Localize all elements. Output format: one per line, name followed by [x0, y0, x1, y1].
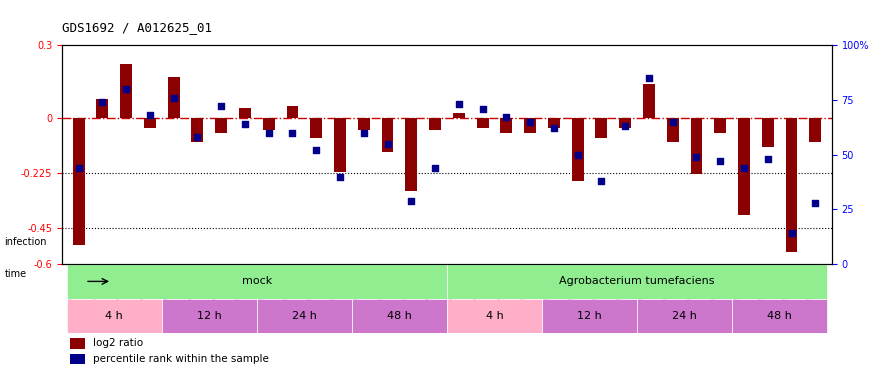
Point [808, 200, 822, 206]
Point [96, 99, 110, 105]
Text: 24 h: 24 h [672, 311, 697, 321]
Point [571, 152, 585, 157]
FancyBboxPatch shape [162, 298, 257, 333]
Text: percentile rank within the sample: percentile rank within the sample [93, 354, 269, 364]
Bar [120, 64, 132, 118]
Text: time: time [4, 269, 27, 279]
Point [737, 165, 751, 171]
Text: 4 h: 4 h [486, 311, 504, 321]
FancyBboxPatch shape [447, 298, 542, 333]
FancyBboxPatch shape [257, 298, 352, 333]
Bar [762, 118, 773, 147]
Point [285, 130, 299, 136]
Text: Agrobacterium tumefaciens: Agrobacterium tumefaciens [559, 276, 715, 286]
Text: infection: infection [4, 237, 47, 247]
Point [595, 178, 609, 184]
Bar [73, 118, 85, 245]
Point [190, 134, 204, 140]
FancyBboxPatch shape [66, 264, 447, 298]
Bar [714, 118, 727, 133]
Bar [453, 113, 465, 118]
Point [475, 105, 489, 111]
Point [784, 231, 798, 237]
Bar [191, 118, 204, 142]
Point [761, 156, 775, 162]
Bar [334, 118, 346, 172]
Point [309, 147, 323, 153]
Point [404, 198, 419, 204]
Bar [311, 118, 322, 138]
Bar [666, 118, 679, 142]
Point [499, 114, 513, 120]
Bar [809, 118, 821, 142]
FancyBboxPatch shape [732, 298, 827, 333]
Point [119, 86, 134, 92]
Point [451, 101, 466, 107]
Bar [167, 76, 180, 118]
Text: 4 h: 4 h [105, 311, 123, 321]
Bar [70, 338, 85, 348]
FancyBboxPatch shape [66, 298, 162, 333]
Bar [500, 118, 512, 133]
Text: 24 h: 24 h [292, 311, 317, 321]
Point [713, 158, 727, 164]
Text: 48 h: 48 h [387, 311, 412, 321]
Text: GDS1692 / A012625_01: GDS1692 / A012625_01 [62, 21, 212, 34]
Bar [620, 118, 631, 128]
Point [72, 165, 86, 171]
FancyBboxPatch shape [542, 298, 637, 333]
Bar [596, 118, 607, 138]
Bar [381, 118, 394, 152]
Bar [70, 354, 85, 364]
FancyBboxPatch shape [447, 264, 827, 298]
Bar [643, 84, 655, 118]
Bar [144, 118, 156, 128]
Point [642, 75, 656, 81]
Point [547, 125, 561, 131]
Point [262, 130, 276, 136]
Bar [239, 108, 250, 118]
Point [357, 130, 371, 136]
Bar [690, 118, 703, 174]
Point [381, 141, 395, 147]
Point [238, 121, 252, 127]
Bar [429, 118, 441, 130]
Point [689, 154, 704, 160]
Text: log2 ratio: log2 ratio [93, 338, 142, 348]
Bar [287, 106, 298, 118]
Point [142, 112, 157, 118]
Bar [405, 118, 417, 191]
Text: 12 h: 12 h [577, 311, 602, 321]
Bar [786, 118, 797, 252]
Text: mock: mock [242, 276, 272, 286]
Bar [738, 118, 750, 216]
Point [333, 174, 347, 180]
Bar [572, 118, 583, 182]
Point [428, 165, 442, 171]
FancyBboxPatch shape [352, 298, 447, 333]
Bar [263, 118, 274, 130]
Bar [548, 118, 560, 128]
Point [618, 123, 632, 129]
Text: 48 h: 48 h [767, 311, 792, 321]
Point [166, 94, 181, 100]
Bar [524, 118, 536, 133]
Bar [477, 118, 489, 128]
Point [523, 119, 537, 125]
FancyBboxPatch shape [637, 298, 732, 333]
Bar [215, 118, 227, 133]
Bar [96, 99, 108, 118]
Bar [358, 118, 370, 130]
Text: 12 h: 12 h [196, 311, 221, 321]
Point [214, 104, 228, 110]
Point [666, 119, 680, 125]
